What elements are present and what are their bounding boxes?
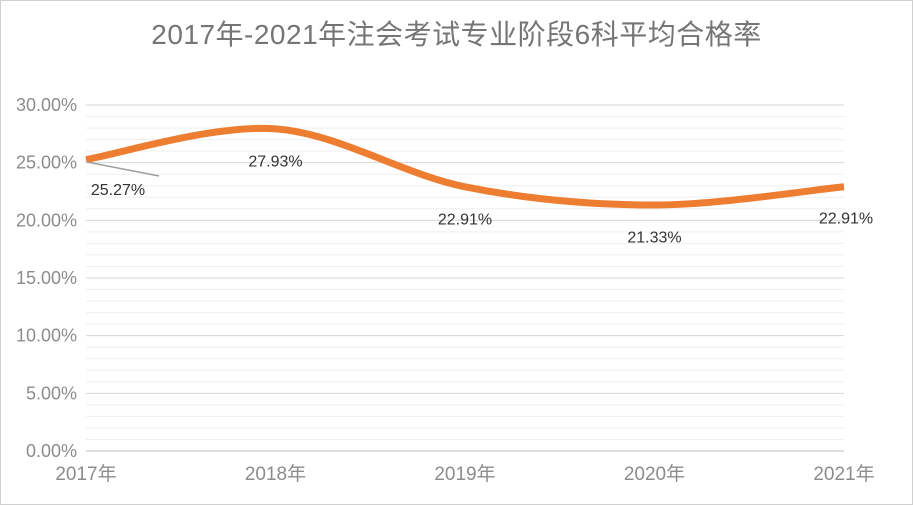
y-axis-tick-label: 0.00%	[26, 441, 77, 461]
y-axis-tick-label: 25.00%	[16, 153, 77, 173]
y-axis-tick-label: 30.00%	[16, 95, 77, 115]
y-axis-tick-label: 5.00%	[26, 383, 77, 403]
chart-title: 2017年-2021年注会考试专业阶段6科平均合格率	[151, 19, 762, 50]
x-axis-tick-label: 2021年	[813, 463, 874, 485]
x-axis-tick-label: 2017年	[55, 463, 116, 485]
data-label: 22.91%	[438, 211, 492, 228]
y-axis-tick-label: 20.00%	[16, 210, 77, 230]
data-label: 21.33%	[627, 229, 681, 246]
x-axis-tick-label: 2019年	[434, 463, 495, 485]
data-label: 22.91%	[819, 210, 873, 227]
y-axis-tick-label: 10.00%	[16, 326, 77, 346]
data-label-leader-line	[86, 161, 160, 177]
x-axis-tick-label: 2020年	[624, 463, 685, 485]
data-label: 25.27%	[91, 182, 145, 199]
series-line	[85, 124, 845, 209]
x-axis-tick-label: 2018年	[245, 463, 306, 485]
data-label: 27.93%	[248, 153, 302, 170]
y-axis-tick-label: 15.00%	[16, 268, 77, 288]
